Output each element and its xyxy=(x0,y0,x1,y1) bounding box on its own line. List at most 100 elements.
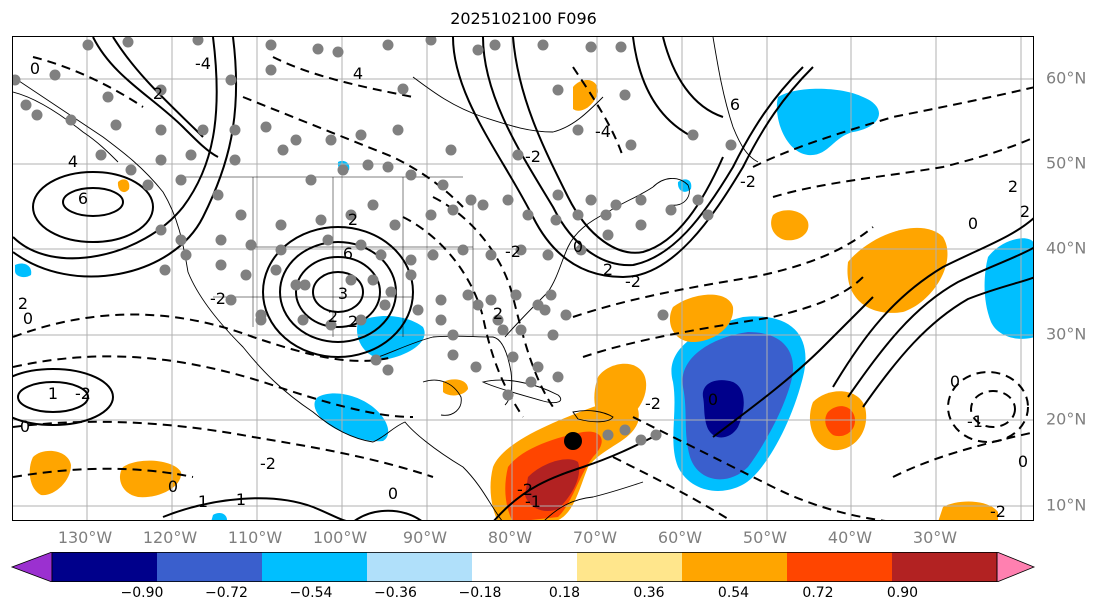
positive-anomaly-region xyxy=(29,450,72,496)
station-dot xyxy=(405,169,417,181)
station-dot xyxy=(575,244,587,256)
station-dot xyxy=(427,249,439,261)
station-dot xyxy=(235,209,247,221)
negative-anomaly-region xyxy=(15,263,32,278)
dashed-contour-line xyxy=(13,355,414,418)
station-dot xyxy=(485,249,497,261)
station-dot xyxy=(82,39,94,51)
positive-anomaly-region xyxy=(669,294,734,342)
station-dot xyxy=(619,89,631,101)
contour-label: -1 xyxy=(967,412,983,431)
station-dot xyxy=(465,194,477,206)
station-dot xyxy=(437,179,449,191)
station-dot xyxy=(425,37,437,46)
colorbar-segment xyxy=(52,552,157,582)
station-dot xyxy=(547,329,559,341)
contour-line xyxy=(262,226,414,358)
gulf-coastline xyxy=(372,335,513,406)
station-dot xyxy=(585,194,597,206)
station-dot xyxy=(525,376,537,388)
station-dot xyxy=(215,259,227,271)
station-dot xyxy=(397,83,409,95)
contour-label: 2 xyxy=(1020,202,1030,221)
station-dot xyxy=(225,74,237,86)
alaska-coastline xyxy=(13,91,119,163)
station-dot xyxy=(185,149,197,161)
station-dot xyxy=(560,309,572,321)
dashed-contour-line xyxy=(572,226,874,318)
station-dot xyxy=(367,199,379,211)
positive-anomaly-region xyxy=(117,179,130,193)
station-dot xyxy=(389,219,401,231)
dashed-contour-line xyxy=(13,420,434,478)
station-dot xyxy=(412,304,424,316)
station-dot xyxy=(507,351,519,363)
dashed-contour-line xyxy=(272,56,414,98)
contour-label: 0 xyxy=(1018,452,1028,471)
colorbar-tick-label: 0.90 xyxy=(886,585,919,601)
station-dot xyxy=(192,37,204,46)
contour-line xyxy=(92,37,219,158)
station-dot xyxy=(657,309,669,321)
positive-anomaly-region xyxy=(443,379,468,396)
station-dot xyxy=(95,149,107,161)
station-dot xyxy=(180,249,192,261)
station-dot xyxy=(550,214,562,226)
negative-anomaly-core xyxy=(702,380,744,438)
contour-label: -1 xyxy=(525,492,541,511)
station-dot xyxy=(552,189,564,201)
station-dot xyxy=(229,154,241,166)
contour-label: 2 xyxy=(153,84,163,103)
station-dot xyxy=(502,389,514,401)
positive-anomaly-region xyxy=(771,210,809,241)
contour-line xyxy=(493,436,654,520)
station-dot xyxy=(355,239,367,251)
station-dot xyxy=(472,44,484,56)
contour-line xyxy=(482,37,804,267)
contour-label: 0 xyxy=(30,59,40,78)
contour-line xyxy=(312,271,364,313)
station-dot xyxy=(687,129,699,141)
station-dot xyxy=(602,229,614,241)
station-dot xyxy=(382,161,394,173)
longitude-label: 70°W xyxy=(572,528,618,547)
colorbar-segment xyxy=(472,552,577,582)
dashed-contour-line xyxy=(947,371,1029,443)
dashed-contour-line xyxy=(632,416,886,520)
storm-center-marker xyxy=(564,432,582,450)
station-dot xyxy=(102,91,114,103)
station-dot xyxy=(245,239,257,251)
station-dot xyxy=(270,264,282,276)
positive-anomaly-core xyxy=(825,406,856,437)
station-dot xyxy=(552,371,564,383)
contour-label: 6 xyxy=(78,189,88,208)
station-dot xyxy=(489,39,501,51)
contour-line xyxy=(295,256,381,328)
contour-label: 2 xyxy=(348,312,358,331)
contour-label: -4 xyxy=(595,122,611,141)
station-dot xyxy=(122,37,134,48)
station-dot xyxy=(615,41,627,53)
longitude-label: 100°W xyxy=(312,528,368,547)
station-dot xyxy=(159,264,171,276)
contour-label: 0 xyxy=(573,237,583,256)
station-dot xyxy=(405,269,417,281)
station-dot xyxy=(585,41,597,53)
colorbar-segment xyxy=(577,552,682,582)
colorbar-segment xyxy=(682,552,787,582)
station-dot xyxy=(522,209,534,221)
station-dot xyxy=(510,289,522,301)
north-america-coastline xyxy=(13,76,503,520)
station-dot xyxy=(532,361,544,373)
station-dot xyxy=(447,204,459,216)
positive-anomaly-region xyxy=(938,501,998,520)
contour-label: -2 xyxy=(740,172,756,191)
station-dot xyxy=(362,159,374,171)
station-dot xyxy=(515,244,527,256)
station-dot xyxy=(345,274,357,286)
yucatan-coastline xyxy=(422,379,462,416)
station-dot xyxy=(435,294,447,306)
contour-label: 2 xyxy=(348,210,358,229)
contour-label: -2 xyxy=(990,502,1006,521)
dashed-contour-line xyxy=(572,66,624,158)
